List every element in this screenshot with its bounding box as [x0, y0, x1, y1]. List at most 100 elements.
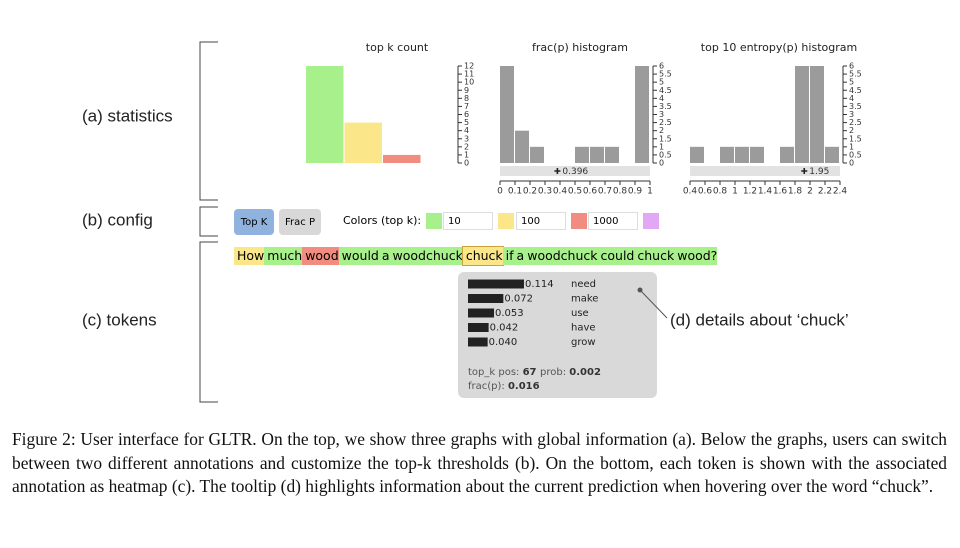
section-label: (a) statistics [82, 106, 173, 125]
y-tick-label: 6 [659, 62, 664, 71]
x-tick-label: 1 [732, 187, 738, 197]
token[interactable]: a [378, 247, 390, 265]
info-part: top_k pos: [468, 367, 523, 378]
x-tick-label: 0.2 [523, 187, 537, 197]
color-swatch[interactable] [571, 213, 587, 229]
x-tick-label: 2.4 [833, 187, 848, 197]
color-swatch[interactable] [426, 213, 442, 229]
x-tick-label: 0.8 [713, 187, 728, 197]
y-tick-label: 1 [464, 150, 469, 159]
y-tick-label: 2 [659, 126, 664, 135]
color-swatch[interactable] [498, 213, 514, 229]
x-tick-label: 2.2 [818, 187, 832, 197]
y-tick-label: 3 [464, 134, 469, 143]
y-tick-label: 4 [464, 126, 469, 135]
toggle-button[interactable]: Top K [234, 209, 274, 235]
y-tick-label: 2.5 [659, 118, 672, 127]
y-tick-label: 4.5 [849, 86, 862, 95]
bar [750, 146, 764, 163]
token[interactable]: wood? [674, 247, 718, 265]
chart-title: top k count [366, 41, 429, 54]
y-tick-label: 4 [849, 94, 854, 103]
tooltip-box [458, 272, 657, 398]
bar [590, 146, 604, 163]
prob-bar [468, 279, 524, 289]
prob-value: 0.053 [495, 308, 524, 319]
y-tick-label: 3.5 [849, 102, 862, 111]
y-tick-label: 10 [464, 78, 474, 87]
bar [500, 66, 514, 163]
token[interactable]: could [597, 247, 635, 265]
token[interactable]: woodchuck [389, 247, 463, 265]
y-tick-label: 12 [464, 62, 474, 71]
prob-bar [468, 308, 495, 318]
info-part: prob: [540, 367, 569, 378]
y-tick-label: 1 [849, 142, 854, 151]
bar [344, 122, 382, 163]
y-tick-label: 0 [849, 159, 854, 168]
detail-label: (d) details about ‘chuck’ [670, 310, 849, 329]
y-tick-label: 2 [464, 142, 469, 151]
bar [575, 146, 589, 163]
x-tick-label: 1 [647, 187, 653, 197]
x-tick-label: 1.4 [758, 187, 773, 197]
toggle-button[interactable]: Frac P [279, 209, 321, 235]
y-tick-label: 4.5 [659, 86, 672, 95]
token[interactable]: a [513, 247, 525, 265]
y-tick-label: 11 [464, 70, 474, 79]
x-tick-label: 0.7 [598, 187, 612, 197]
candidate-word: make [571, 294, 598, 305]
token[interactable]: much [264, 247, 303, 265]
mean-label: 1.95 [809, 167, 829, 177]
token[interactable]: chuck [634, 247, 675, 265]
x-tick-label: 0.9 [628, 187, 643, 197]
prob-bar [468, 323, 489, 332]
y-tick-label: 0 [464, 159, 469, 168]
threshold-input[interactable]: 10 [443, 212, 493, 230]
y-tick-label: 5.5 [849, 70, 862, 79]
x-tick-label: 1.6 [773, 187, 788, 197]
x-tick-label: 0.4 [553, 187, 568, 197]
y-tick-label: 3 [659, 110, 664, 119]
bar [515, 130, 529, 163]
y-tick-label: 8 [464, 94, 469, 103]
y-tick-label: 4 [659, 94, 664, 103]
chart-title: frac(p) histogram [532, 41, 628, 54]
token[interactable]: if [502, 247, 514, 265]
candidate-word: grow [571, 337, 596, 348]
y-tick-label: 2.5 [849, 118, 862, 127]
token[interactable]: wood [302, 247, 339, 265]
figure: (a) statistics (b) config (c) tokens (d)… [82, 41, 862, 403]
bar [530, 146, 544, 163]
info-part: frac(p): [468, 381, 508, 392]
colors-label: Colors (top k): [343, 214, 422, 227]
y-tick-label: 0.5 [659, 150, 672, 159]
threshold-input[interactable]: 1000 [588, 212, 638, 230]
mean-label: 0.396 [562, 167, 588, 177]
token[interactable]: woodchuck [524, 247, 598, 265]
token[interactable]: How [234, 247, 265, 265]
token[interactable]: would [338, 247, 379, 265]
info-part: 0.016 [508, 381, 540, 392]
y-tick-label: 0.5 [849, 150, 862, 159]
y-tick-label: 5 [464, 118, 469, 127]
mean-band [500, 166, 650, 176]
threshold-input[interactable]: 100 [516, 212, 566, 230]
x-tick-label: 0.5 [568, 187, 582, 197]
caption: Figure 2: User interface for GLTR. On th… [12, 429, 947, 496]
token[interactable]: chuck [461, 246, 504, 266]
bar [780, 146, 794, 163]
pointer-line [639, 289, 668, 319]
color-swatch[interactable] [643, 213, 659, 229]
bar [720, 146, 734, 163]
tooltip-info: frac(p): 0.016 [468, 381, 540, 392]
x-tick-label: 0.8 [613, 187, 628, 197]
x-tick-label: 0 [497, 187, 503, 197]
y-tick-label: 1.5 [659, 134, 672, 143]
y-tick-label: 5.5 [659, 70, 672, 79]
chart-title: top 10 entropy(p) histogram [701, 41, 857, 54]
token-line: How much wood would a woodchuck chuck if a woodch… [234, 246, 718, 266]
prob-bar [468, 294, 504, 303]
x-tick-label: 2 [807, 187, 813, 197]
tooltip-info: top_k pos: 67 prob: 0.002 [468, 367, 601, 378]
